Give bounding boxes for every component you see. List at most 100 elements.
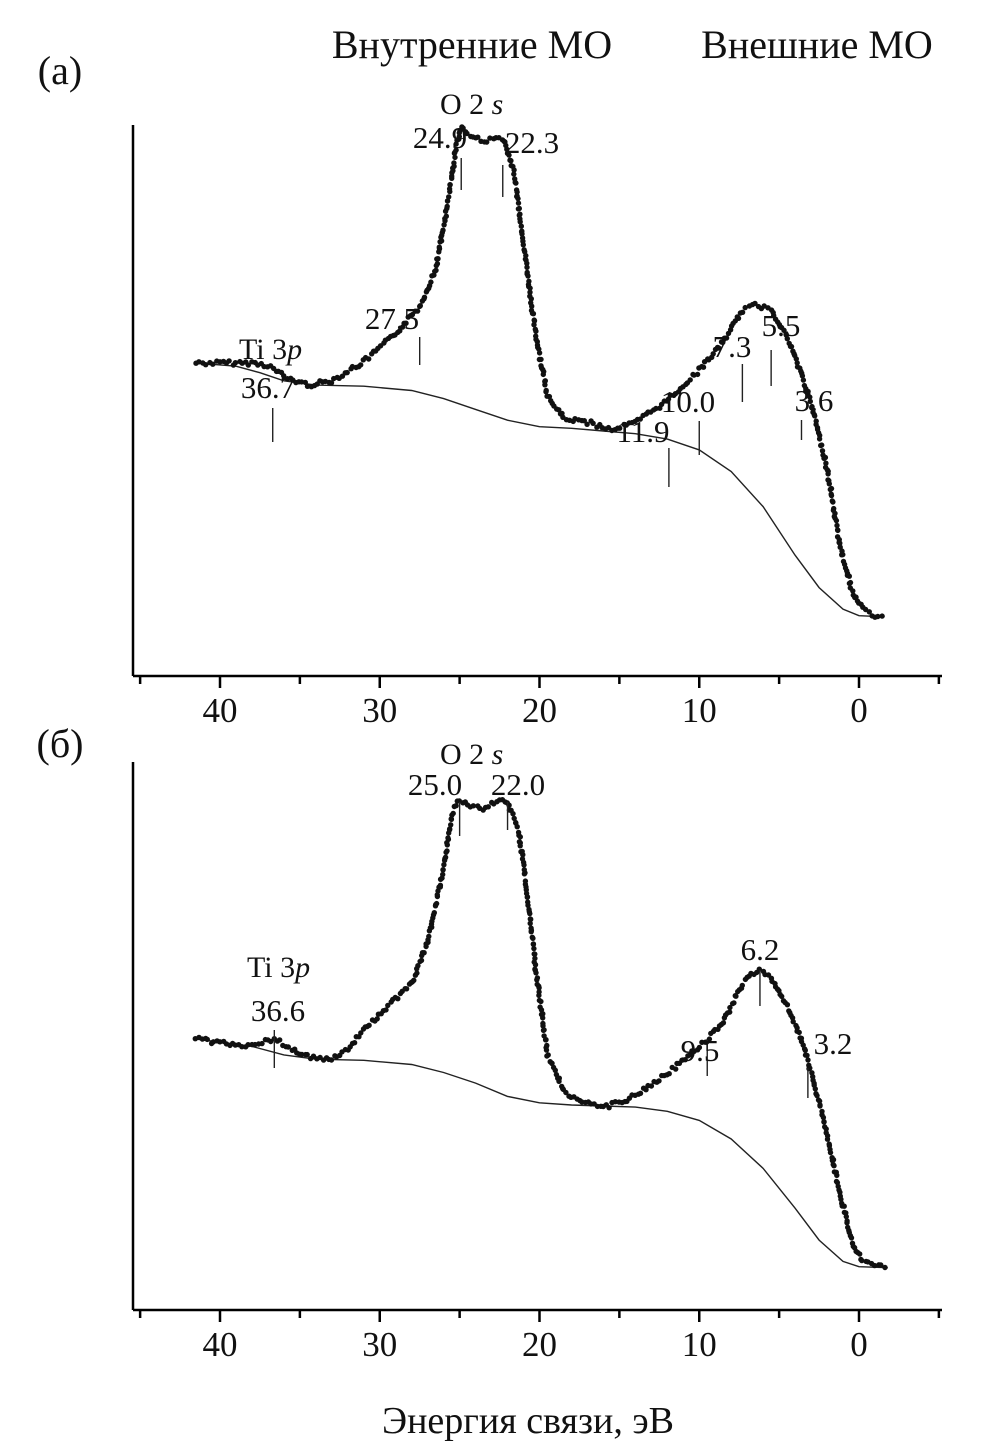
panel-b: (б) 40 30 20 10 0 Ti 3p O 2 s 36.6 25.0 22.0 9.5 6.2… — [37, 721, 942, 1364]
data-point — [232, 360, 239, 366]
data-point — [606, 1105, 612, 1111]
data-point — [516, 205, 522, 212]
data-point — [879, 613, 885, 619]
data-point — [433, 900, 440, 907]
x-tick-label: 30 — [362, 1325, 397, 1364]
data-point — [538, 356, 544, 363]
ti-3p-annotation-text: Ti 3 — [239, 333, 287, 366]
data-point — [820, 1114, 827, 1121]
data-point — [506, 152, 512, 158]
data-point — [796, 1029, 802, 1036]
data-point — [540, 1011, 546, 1017]
o-2s-annotation: O 2 s — [440, 738, 503, 771]
data-point — [542, 378, 548, 384]
peak-label: 27.5 — [365, 301, 419, 336]
background-curve — [195, 1038, 888, 1269]
data-point — [514, 824, 520, 830]
data-point — [742, 304, 748, 311]
data-point — [643, 1087, 649, 1093]
data-point — [584, 421, 590, 427]
data-point — [696, 1044, 703, 1051]
data-point — [358, 362, 364, 368]
spectrum-series — [193, 124, 885, 620]
data-point — [530, 311, 537, 317]
data-point — [536, 350, 543, 356]
data-point — [809, 405, 815, 411]
data-point — [857, 1251, 863, 1257]
data-point — [484, 139, 490, 145]
data-point — [819, 442, 825, 448]
panel-a: (а) 40 30 20 10 0 Ti 3p O 2 s 36.7 27.5 24.9 22.3 11… — [38, 48, 942, 730]
data-point — [520, 242, 526, 248]
data-point — [556, 407, 562, 413]
data-point — [210, 361, 216, 367]
data-point — [351, 1040, 358, 1046]
data-point — [825, 471, 831, 477]
data-point — [328, 380, 335, 386]
data-point — [533, 970, 539, 976]
data-point — [716, 345, 722, 351]
background-curve — [195, 362, 885, 618]
data-point — [512, 179, 518, 185]
data-point — [837, 540, 843, 546]
data-point — [799, 373, 806, 379]
data-point — [519, 231, 525, 237]
data-point — [871, 1262, 878, 1269]
data-point — [812, 1086, 818, 1092]
data-point — [694, 371, 701, 378]
data-point — [830, 1157, 837, 1163]
data-point — [226, 358, 232, 364]
data-point — [531, 945, 537, 952]
data-point — [731, 1000, 737, 1006]
data-point — [452, 154, 458, 161]
data-point — [866, 609, 872, 615]
x-tick-label: 30 — [362, 691, 397, 730]
data-point — [846, 573, 852, 579]
x-tick-label: 0 — [850, 1325, 868, 1364]
data-point — [536, 985, 542, 991]
data-point — [700, 364, 707, 370]
data-point — [590, 420, 596, 426]
data-point — [802, 1047, 808, 1054]
data-point — [434, 261, 441, 267]
x-tick-label: 0 — [850, 691, 868, 730]
data-point — [524, 264, 530, 270]
data-point — [706, 1036, 713, 1042]
data-point — [752, 300, 758, 307]
data-point — [281, 373, 287, 379]
data-point — [834, 527, 841, 533]
data-point — [844, 1220, 850, 1226]
data-point — [304, 1051, 310, 1058]
data-point — [563, 1089, 569, 1096]
o-2s-annotation-orbital: s — [492, 738, 504, 771]
data-point — [850, 588, 856, 594]
data-point — [542, 1037, 549, 1043]
data-point — [822, 454, 829, 461]
data-point — [441, 862, 447, 868]
data-point — [534, 977, 540, 983]
data-point — [720, 339, 726, 346]
data-point — [448, 822, 454, 828]
data-point — [859, 1257, 865, 1264]
ti-3p-annotation: Ti 3p — [239, 333, 302, 366]
data-point — [536, 992, 542, 999]
data-point — [545, 1052, 551, 1058]
data-point — [444, 848, 450, 854]
data-point — [710, 351, 716, 357]
data-point — [824, 1136, 831, 1142]
data-point — [451, 160, 457, 166]
data-point — [841, 1203, 847, 1209]
data-point — [435, 256, 441, 262]
x-tick-label: 10 — [682, 691, 717, 730]
data-point — [540, 1015, 546, 1021]
data-point — [838, 1196, 844, 1203]
o-2s-annotation-text: O 2 — [440, 738, 492, 771]
data-point — [366, 356, 372, 362]
data-point — [508, 158, 514, 164]
data-point — [447, 182, 453, 188]
data-point — [533, 328, 539, 334]
data-point — [328, 1057, 335, 1063]
data-point — [529, 303, 535, 309]
data-point — [735, 315, 742, 321]
